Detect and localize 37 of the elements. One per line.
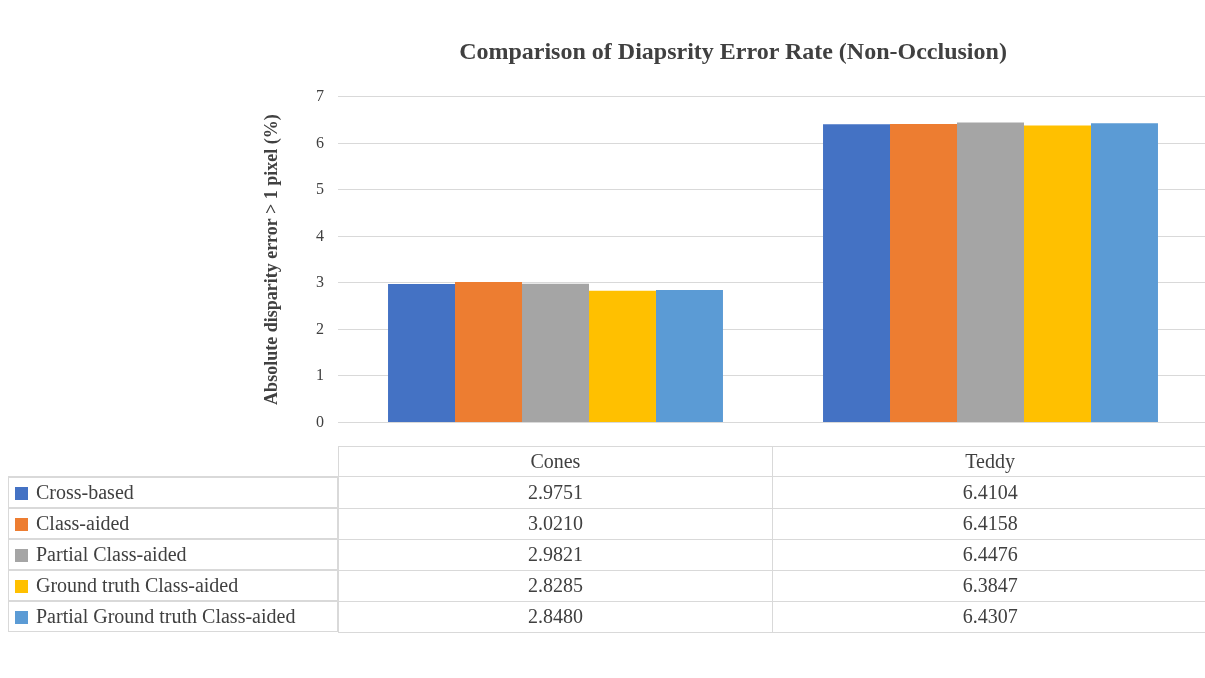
y-tick-label: 6 bbox=[316, 133, 324, 151]
data-label: 3.0210 bbox=[338, 508, 773, 539]
x-tick-label: Cones bbox=[338, 446, 773, 477]
y-tick-label: 0 bbox=[316, 412, 324, 430]
bar bbox=[455, 281, 523, 422]
bar bbox=[1090, 123, 1158, 422]
bar bbox=[1024, 125, 1091, 422]
data-label: 6.4104 bbox=[772, 476, 1205, 508]
bar bbox=[388, 284, 456, 422]
legend-label: Ground truth Class-aided bbox=[36, 574, 239, 597]
data-label: 2.9751 bbox=[338, 476, 773, 508]
data-label: 2.8285 bbox=[338, 570, 773, 601]
y-tick-label: 2 bbox=[316, 319, 324, 337]
y-tick-label: 4 bbox=[316, 226, 324, 244]
x-tick-label: Teddy bbox=[772, 446, 1205, 477]
bar bbox=[589, 290, 656, 422]
bar bbox=[655, 289, 723, 422]
data-label: 2.8480 bbox=[338, 601, 773, 632]
bar bbox=[890, 123, 958, 422]
data-label: 6.4158 bbox=[772, 508, 1205, 539]
chart-title: Comparison of Diapsrity Error Rate (Non-Occlusion) bbox=[459, 37, 1007, 64]
bar bbox=[823, 124, 891, 422]
data-label: 6.3847 bbox=[772, 570, 1205, 601]
data-label: 6.4307 bbox=[772, 601, 1205, 632]
bar bbox=[957, 122, 1024, 422]
legend-label: Class-aided bbox=[36, 512, 130, 535]
y-tick-label: 7 bbox=[316, 87, 324, 104]
data-label: 6.4476 bbox=[772, 539, 1205, 570]
legend-label: Partial Ground truth Class-aided bbox=[36, 605, 296, 628]
data-label: 2.9821 bbox=[338, 539, 773, 570]
y-tick-label: 5 bbox=[316, 180, 324, 198]
y-tick-label: 1 bbox=[316, 366, 324, 384]
legend-label: Cross-based bbox=[36, 481, 134, 504]
y-axis-title: Absolute disparity error > 1 pixel (%) bbox=[261, 114, 283, 405]
bar bbox=[522, 283, 589, 422]
legend-label: Partial Class-aided bbox=[36, 543, 187, 566]
y-tick-label: 3 bbox=[316, 273, 324, 291]
